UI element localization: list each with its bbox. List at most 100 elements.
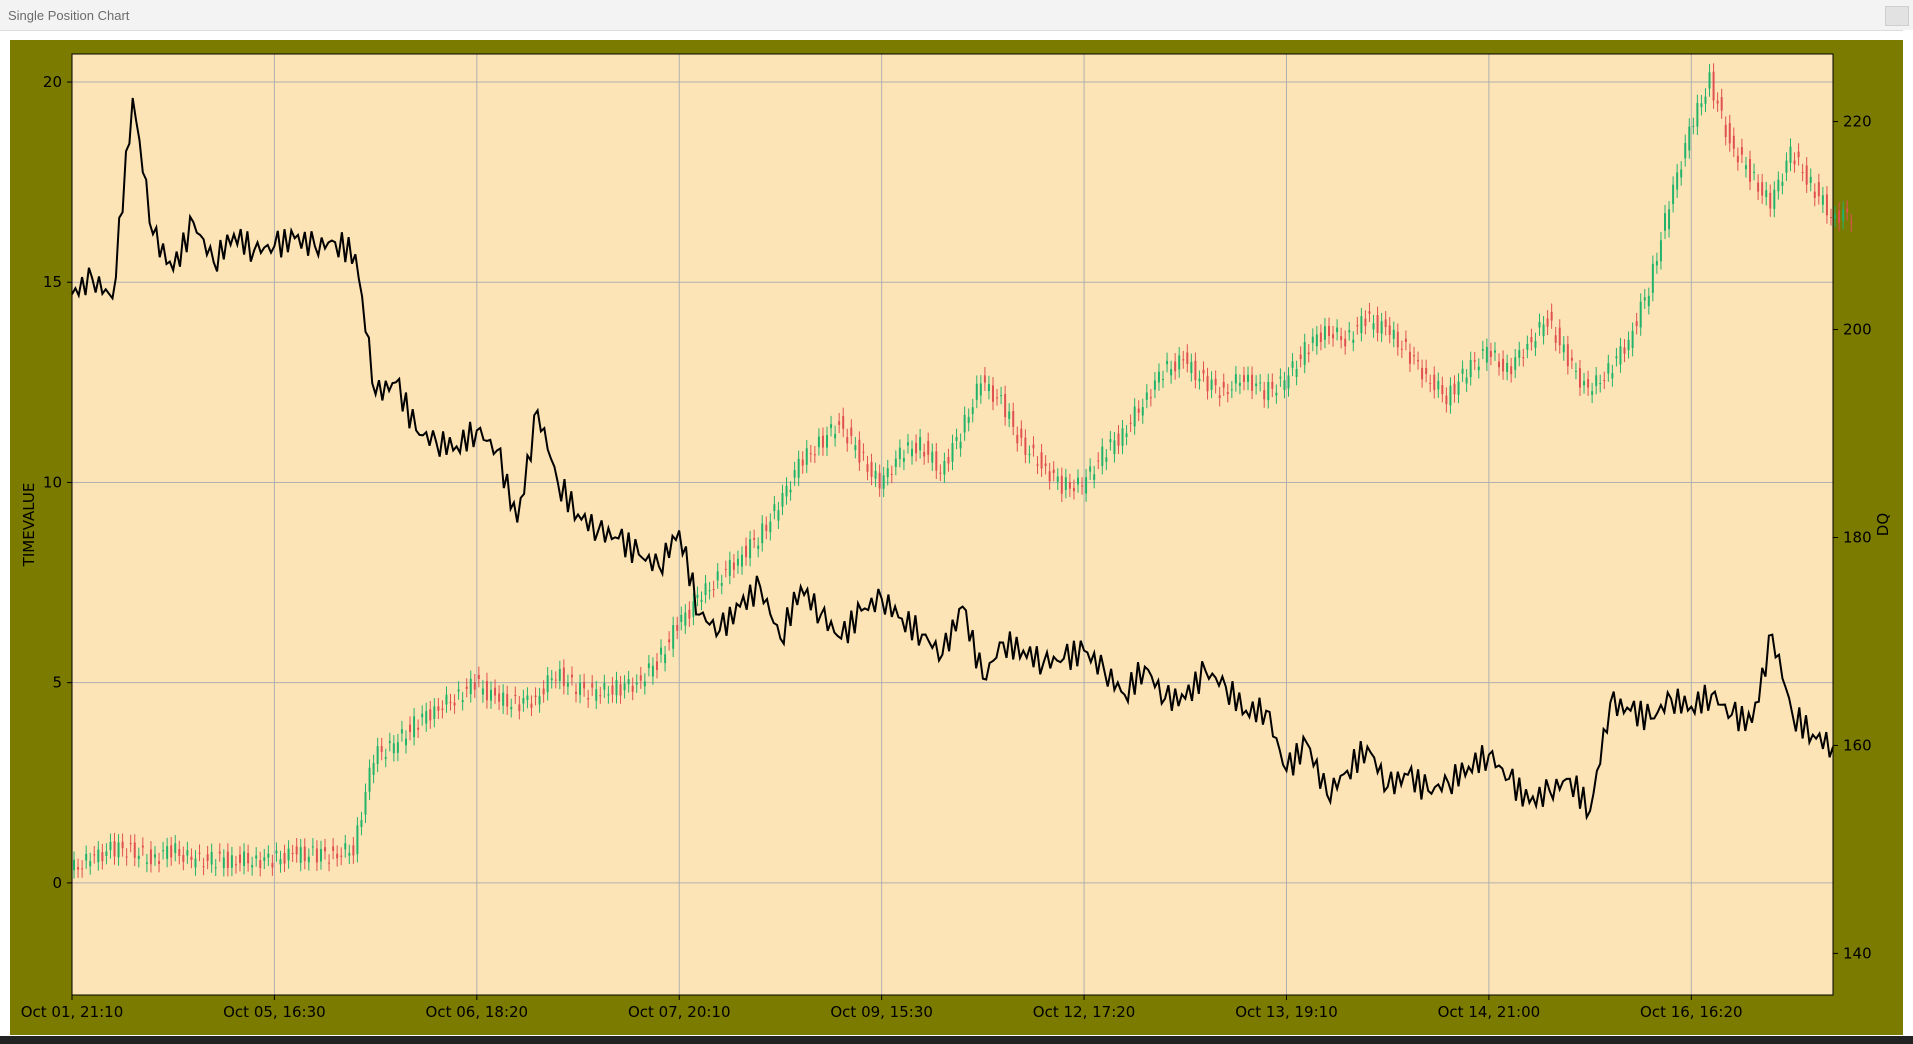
candle-body [162,850,165,852]
candle-body [1700,103,1703,108]
candle-body [1469,359,1472,378]
candle-body [234,864,237,866]
candle-body [607,694,610,696]
candle-body [210,851,213,865]
candle-body [1777,179,1780,192]
candle-body [562,667,565,687]
candle-body [1583,381,1586,386]
candle-body [1255,383,1258,387]
candle-body [866,464,869,472]
candle-body [413,716,416,738]
candle-body [1153,380,1156,390]
candle-body [777,510,780,521]
candle-body [506,694,509,707]
candle-body [1558,327,1561,346]
candle-body [441,708,444,711]
candle-body [376,746,379,764]
candle-body [1692,125,1695,127]
candle-body [692,601,695,617]
candle-body [93,854,96,856]
candle-body [1093,474,1096,481]
candle-body [1182,359,1185,361]
candle-body [1149,397,1152,399]
y-tick-label: 15 [43,273,62,291]
bottom-bar [0,1036,1913,1044]
candle-body [1242,375,1245,382]
candle-body [1012,411,1015,427]
candle-body [1081,485,1084,487]
candle-body [279,859,282,865]
candle-body [1514,357,1517,370]
candle-body [647,663,650,669]
candle-body [1461,368,1464,374]
close-button[interactable] [1885,6,1909,26]
candle-body [1157,371,1160,383]
candle-body [303,846,306,862]
candle-body [911,448,914,457]
candle-body [765,524,768,531]
candle-body [1680,169,1683,178]
candle-body [101,852,104,862]
candle-body [781,493,784,507]
candle-body [1518,350,1521,358]
candle-body [315,848,318,863]
candle-body [1332,334,1335,339]
candle-body [1137,408,1140,413]
candle-body [732,562,735,570]
candle-body [603,683,606,690]
candle-body [680,614,683,622]
candle-body [793,470,796,478]
candle-body [186,850,189,856]
y2-tick-label: 140 [1843,944,1872,962]
candle-body [801,459,804,466]
candle-body [712,589,715,591]
candle-body [291,853,294,855]
candle-body [1465,377,1468,384]
candle-body [133,842,136,858]
candle-body [919,437,922,451]
candle-body [1190,361,1193,374]
candle-body [1004,394,1007,418]
candle-body [842,415,845,429]
candle-body [1089,466,1092,472]
candle-body [761,523,764,544]
candle-body [1340,336,1343,341]
window-title: Single Position Chart [8,8,130,23]
candle-body [222,857,225,869]
candle-body [1040,452,1043,469]
candle-body [1279,376,1282,379]
candle-body [550,678,553,681]
candle-body [1522,357,1525,359]
window-edge [1903,30,1913,1036]
candle-body [113,841,116,857]
candle-body [1578,368,1581,388]
candle-body [97,849,100,863]
candle-body [1781,181,1784,186]
candle-body [251,865,254,868]
candle-body [1141,407,1144,416]
candle-body [1554,335,1557,343]
candle-body [360,820,363,827]
candle-body [696,594,699,598]
candle-body [89,861,92,867]
candle-body [623,683,626,691]
candle-body [898,447,901,460]
candle-body [939,472,942,474]
candle-body [1186,352,1189,364]
candle-body [125,856,128,858]
candle-body [1728,123,1731,144]
candle-body [319,849,322,862]
candle-body [991,385,994,402]
x-tick-label: Oct 05, 16:30 [223,1003,326,1021]
candle-body [1413,355,1416,357]
candle-body [631,685,634,692]
candle-body [716,571,719,581]
timevalue-line [71,97,1834,821]
candle-body [485,681,488,701]
candle-body [1376,314,1379,333]
candle-body [1210,379,1213,390]
candle-body [959,441,962,449]
candle-body [1534,341,1537,348]
candle-body [684,612,687,626]
candle-body [983,375,986,383]
